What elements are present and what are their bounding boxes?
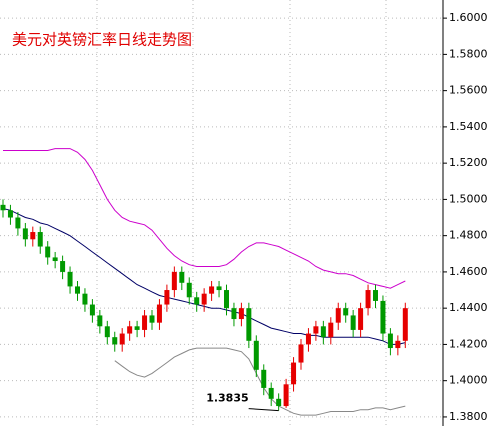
candle-body — [186, 282, 192, 298]
candle-body — [209, 286, 215, 294]
candle-body — [395, 340, 401, 349]
candle-body — [358, 308, 364, 330]
candle-body — [67, 271, 73, 287]
candle-body — [112, 337, 118, 345]
candle-body — [283, 384, 289, 407]
candle-body — [291, 362, 297, 385]
candle-body — [313, 326, 319, 334]
vertical-grid — [96, 0, 387, 426]
candle-body — [201, 293, 207, 305]
candle-body — [253, 340, 259, 370]
annotation-line — [248, 408, 279, 412]
indicator-line — [114, 347, 406, 416]
y-tick-label: 1.5800 — [449, 47, 488, 60]
candle-body — [104, 326, 110, 338]
y-tick-label: 1.5000 — [449, 192, 488, 205]
y-tick-label: 1.4800 — [449, 229, 488, 242]
candle-body — [45, 246, 51, 258]
candle-body — [231, 308, 237, 320]
candle-body — [97, 315, 103, 327]
candle-body — [387, 333, 393, 349]
candle-body — [142, 315, 148, 330]
candle-body — [328, 322, 334, 338]
y-tick-label: 1.5200 — [449, 156, 488, 169]
candle-body — [0, 204, 6, 211]
candle-body — [179, 271, 185, 283]
candle-body — [75, 286, 80, 294]
candle-body — [335, 308, 341, 323]
candle-body — [156, 304, 162, 323]
candle-body — [261, 369, 267, 388]
y-tick-label: 1.5400 — [449, 120, 488, 133]
candle-body — [298, 344, 304, 363]
candle-body — [276, 398, 282, 407]
candle-body — [52, 257, 58, 262]
candle-body — [7, 210, 13, 218]
candle-body — [380, 300, 386, 334]
candle-body — [216, 286, 222, 291]
y-tick-label: 1.4400 — [449, 301, 488, 314]
candle-body — [238, 308, 244, 320]
candle-body — [373, 290, 378, 301]
candle-body — [224, 290, 229, 309]
candle-body — [343, 308, 349, 316]
candle-body — [402, 308, 408, 341]
candle-body — [268, 387, 274, 399]
candle-body — [246, 308, 252, 341]
candle-body — [37, 232, 43, 247]
candle-body — [22, 228, 28, 240]
candle-body — [350, 315, 356, 330]
candle-body — [119, 333, 125, 345]
candle-body — [134, 326, 140, 330]
candle-body — [171, 271, 177, 291]
y-tick-label: 1.4200 — [449, 337, 488, 350]
candle-body — [89, 304, 95, 316]
candle-body — [305, 333, 311, 345]
candle-body — [365, 290, 371, 309]
candle-body — [320, 326, 326, 338]
candle-body — [149, 315, 155, 323]
candle-body — [127, 326, 133, 334]
chart-title: 美元对英镑汇率日线走势图 — [12, 31, 192, 49]
candle-body — [15, 217, 21, 229]
y-tick-label: 1.3800 — [449, 410, 488, 423]
candle-body — [30, 232, 36, 240]
indicator-line — [3, 148, 406, 289]
annotation: 1.3835 — [206, 392, 248, 405]
candle-body — [60, 261, 66, 272]
y-tick-label: 1.5600 — [449, 84, 488, 97]
y-tick-label: 1.4000 — [449, 374, 488, 387]
candle-body — [82, 293, 88, 305]
y-tick-label: 1.4600 — [449, 265, 488, 278]
candle-body — [194, 297, 200, 305]
candle-body — [164, 290, 170, 305]
y-tick-label: 1.6000 — [449, 11, 488, 24]
